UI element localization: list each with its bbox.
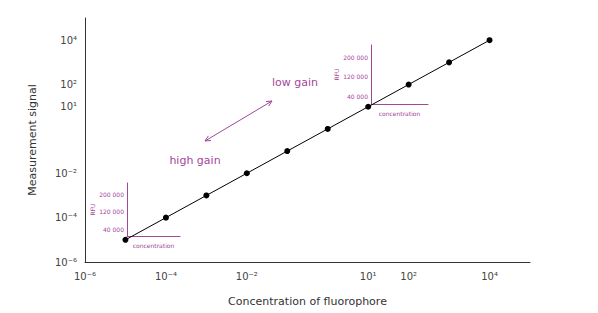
svg-text:RFU: RFU xyxy=(333,68,340,80)
svg-text:200 000: 200 000 xyxy=(99,191,124,198)
svg-text:10⁻²: 10⁻² xyxy=(55,168,77,179)
svg-text:10²: 10² xyxy=(400,271,417,282)
svg-text:40 000: 40 000 xyxy=(103,226,124,233)
svg-text:10⁴: 10⁴ xyxy=(481,271,498,282)
svg-text:40 000: 40 000 xyxy=(347,93,368,100)
svg-text:10⁻⁶: 10⁻⁶ xyxy=(55,257,77,268)
svg-text:10⁻²: 10⁻² xyxy=(236,271,258,282)
svg-text:10⁻⁶: 10⁻⁶ xyxy=(74,271,96,282)
svg-text:Measurement signal: Measurement signal xyxy=(26,84,39,196)
svg-text:low gain: low gain xyxy=(272,76,318,89)
svg-text:10¹: 10¹ xyxy=(60,101,77,112)
svg-text:10⁻⁴: 10⁻⁴ xyxy=(155,271,177,282)
svg-text:high gain: high gain xyxy=(169,154,220,167)
svg-text:200 000: 200 000 xyxy=(343,54,368,61)
svg-text:120 000: 120 000 xyxy=(99,208,124,215)
svg-text:concentration: concentration xyxy=(379,110,421,117)
svg-text:concentration: concentration xyxy=(133,242,175,249)
svg-text:120 000: 120 000 xyxy=(343,73,368,80)
svg-text:10⁴: 10⁴ xyxy=(60,35,77,46)
svg-text:Concentration of fluorophore: Concentration of fluorophore xyxy=(228,295,387,308)
svg-text:RFU: RFU xyxy=(89,203,96,215)
svg-text:10⁻⁴: 10⁻⁴ xyxy=(55,212,77,223)
svg-text:10¹: 10¹ xyxy=(360,271,377,282)
svg-text:10²: 10² xyxy=(60,79,77,90)
